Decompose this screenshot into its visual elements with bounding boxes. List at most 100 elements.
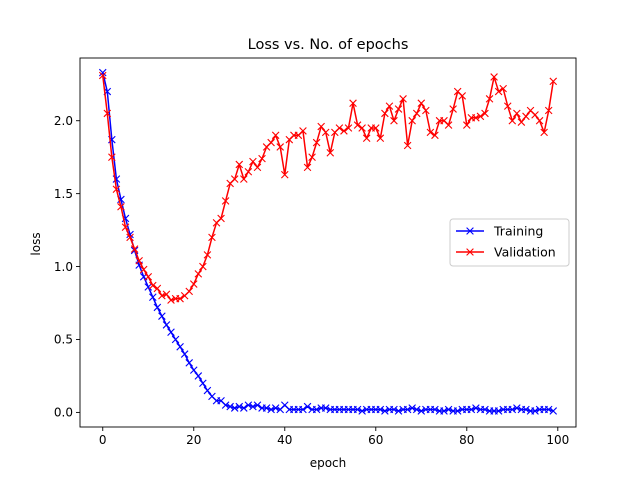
validation-point <box>139 265 148 274</box>
training-point <box>303 402 312 411</box>
validation-point <box>390 116 398 125</box>
training-point <box>153 303 162 312</box>
validation-point <box>508 116 517 125</box>
validation-point <box>340 127 348 135</box>
training-point <box>249 402 257 411</box>
validation-point <box>153 284 162 293</box>
validation-point <box>221 197 230 205</box>
validation-point <box>258 154 266 163</box>
training-point <box>381 407 389 415</box>
training-point <box>544 405 553 414</box>
y-tick-label: 0.5 <box>54 333 73 347</box>
validation-point <box>349 99 357 108</box>
training-point <box>390 405 398 414</box>
validation-point <box>326 149 335 157</box>
legend-item-validation: Validation <box>456 245 556 260</box>
validation-point <box>513 109 521 118</box>
training-point <box>162 321 171 329</box>
validation-point <box>303 163 312 172</box>
validation-point <box>321 128 330 137</box>
training-point <box>98 68 107 77</box>
validation-point <box>117 202 125 211</box>
training-point <box>494 407 503 415</box>
x-axis-label: epoch <box>310 456 347 470</box>
validation-point <box>276 143 285 151</box>
training-point <box>531 407 539 415</box>
validation-point <box>199 262 207 271</box>
training-point <box>358 407 366 415</box>
validation-point <box>463 121 471 129</box>
validation-point <box>394 105 403 113</box>
training-point <box>221 401 230 409</box>
validation-point <box>381 109 389 118</box>
validation-point <box>353 121 362 129</box>
validation-point <box>230 175 239 183</box>
validation-point <box>335 124 344 132</box>
validation-point <box>399 95 407 103</box>
validation-point <box>249 157 257 166</box>
validation-point <box>408 116 416 125</box>
legend-label-validation: Validation <box>494 245 556 260</box>
validation-point <box>358 124 366 132</box>
validation-point <box>490 73 498 81</box>
validation-point <box>485 95 494 103</box>
x-axis-ticks: 0 20 40 60 80 100 <box>99 427 569 447</box>
training-point <box>549 407 558 415</box>
validation-point <box>176 294 184 303</box>
training-point <box>444 405 453 414</box>
validation-point <box>517 118 526 126</box>
training-point <box>158 312 166 320</box>
validation-point <box>344 124 353 132</box>
validation-point <box>244 167 253 176</box>
training-point <box>226 402 234 411</box>
validation-point <box>253 163 262 172</box>
validation-point <box>299 127 307 135</box>
training-point <box>508 405 517 414</box>
y-tick-label: 2.0 <box>54 114 73 128</box>
training-point <box>199 379 207 388</box>
validation-point <box>481 109 489 118</box>
training-point <box>453 407 462 415</box>
validation-point <box>267 138 275 147</box>
validation-point <box>103 109 112 118</box>
validation-point <box>499 84 507 93</box>
validation-point <box>149 281 157 290</box>
validation-point <box>144 272 153 281</box>
training-point <box>321 404 330 412</box>
training-point <box>240 404 248 412</box>
x-tick-label: 60 <box>368 433 383 447</box>
validation-point <box>98 71 107 80</box>
validation-point <box>130 245 139 253</box>
training-point <box>353 405 362 414</box>
validation-point <box>549 77 558 86</box>
x-tick-label: 80 <box>459 433 474 447</box>
validation-point <box>112 185 121 194</box>
validation-point <box>162 290 171 299</box>
training-point <box>440 407 448 415</box>
training-point <box>412 405 421 414</box>
validation-point <box>449 105 457 113</box>
training-point <box>472 404 480 412</box>
training-point <box>408 404 416 412</box>
validation-point <box>108 153 116 161</box>
validation-point <box>135 256 143 265</box>
training-point <box>149 293 157 301</box>
y-axis-ticks: 0.0 0.5 1.0 1.5 2.0 <box>54 114 80 420</box>
validation-point <box>194 270 203 278</box>
training-point <box>230 404 239 412</box>
validation-point <box>444 121 453 129</box>
training-line <box>102 72 554 412</box>
validation-point <box>280 170 289 179</box>
y-axis-label: loss <box>29 232 43 255</box>
training-point <box>271 404 280 412</box>
training-point <box>394 407 403 415</box>
x-tick-label: 0 <box>99 433 107 447</box>
training-point <box>144 283 153 291</box>
validation-series <box>98 71 558 304</box>
training-point <box>180 350 189 358</box>
validation-point <box>422 106 430 115</box>
validation-point <box>240 175 248 183</box>
training-point <box>403 405 412 414</box>
training-point <box>267 405 275 414</box>
validation-point <box>472 114 480 122</box>
